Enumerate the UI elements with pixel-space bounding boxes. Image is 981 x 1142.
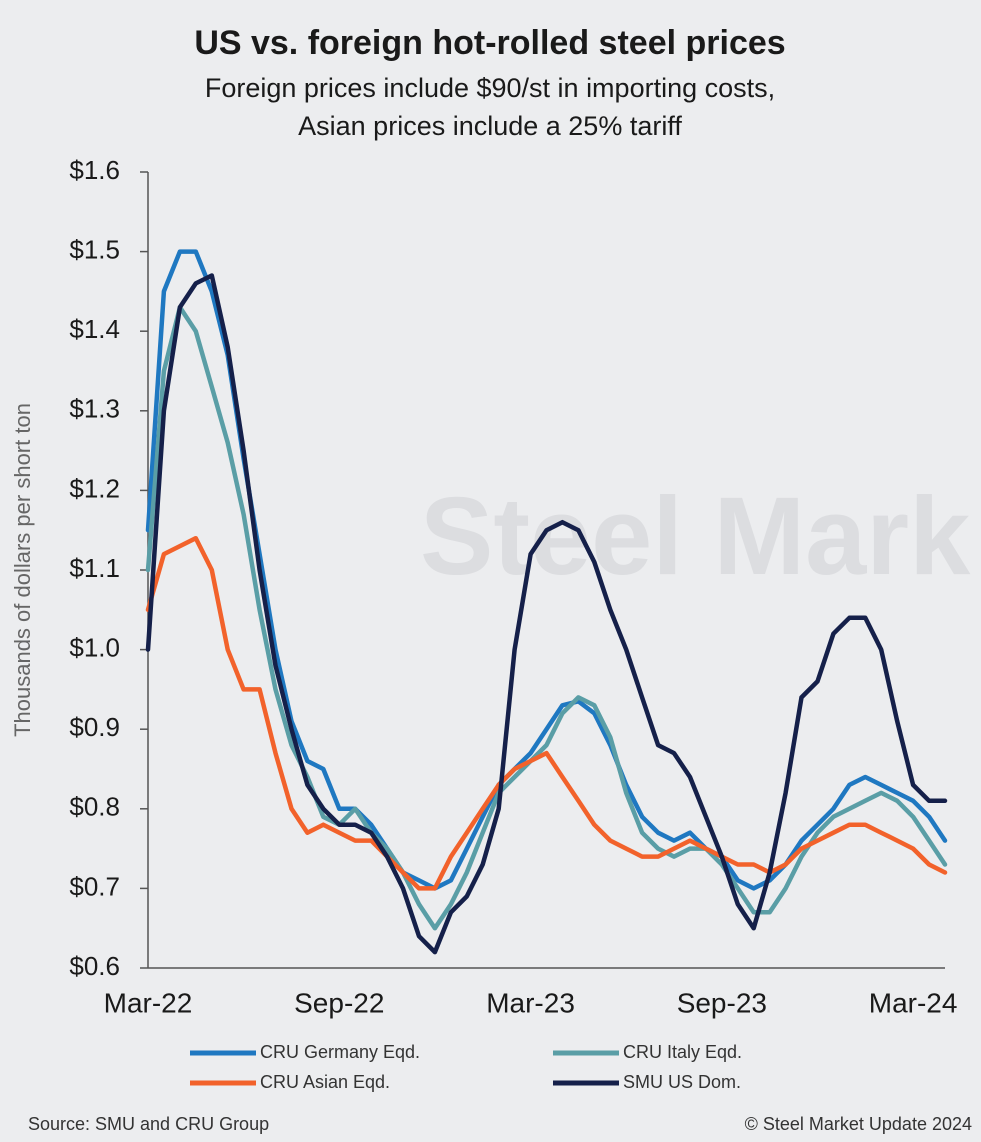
- x-tick-label: Mar-23: [486, 987, 575, 1018]
- y-tick-label: $1.6: [69, 155, 120, 185]
- legend-label: CRU Asian Eqd.: [260, 1072, 390, 1092]
- y-tick-label: $0.7: [69, 871, 120, 901]
- watermark: Steel Mark: [420, 475, 971, 598]
- y-tick-label: $1.5: [69, 234, 120, 264]
- legend-label: SMU US Dom.: [623, 1072, 741, 1092]
- y-tick-label: $1.3: [69, 394, 120, 424]
- x-tick-label: Mar-22: [104, 987, 193, 1018]
- chart-subtitle: Foreign prices include $90/st in importi…: [205, 73, 775, 103]
- series-line: [145, 535, 948, 891]
- y-tick-label: $1.0: [69, 632, 120, 662]
- copyright: © Steel Market Update 2024: [745, 1114, 972, 1134]
- legend-label: CRU Italy Eqd.: [623, 1042, 742, 1062]
- series-line: [145, 273, 948, 955]
- y-tick-label: $0.9: [69, 712, 120, 742]
- source: Source: SMU and CRU Group: [28, 1114, 269, 1134]
- series-line: [145, 249, 948, 891]
- legend-label: CRU Germany Eqd.: [260, 1042, 420, 1062]
- x-tick-label: Mar-24: [869, 987, 958, 1018]
- y-tick-label: $1.4: [69, 314, 120, 344]
- y-tick-label: $1.1: [69, 553, 120, 583]
- x-tick-label: Sep-23: [677, 987, 767, 1018]
- x-tick-label: Sep-22: [294, 987, 384, 1018]
- series-line: [145, 305, 948, 931]
- chart-subtitle: Asian prices include a 25% tariff: [298, 111, 682, 141]
- y-axis-label: Thousands of dollars per short ton: [10, 403, 35, 737]
- y-tick-label: $1.2: [69, 473, 120, 503]
- chart-title: US vs. foreign hot-rolled steel prices: [194, 24, 785, 62]
- y-tick-label: $0.6: [69, 951, 120, 981]
- y-tick-label: $0.8: [69, 792, 120, 822]
